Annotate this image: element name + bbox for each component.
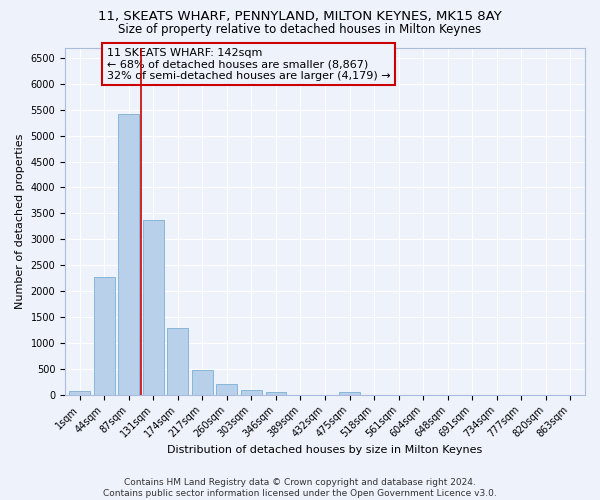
Text: Size of property relative to detached houses in Milton Keynes: Size of property relative to detached ho… bbox=[118, 22, 482, 36]
Bar bbox=[143, 220, 164, 394]
Bar bbox=[167, 328, 188, 394]
Bar bbox=[266, 392, 286, 394]
X-axis label: Distribution of detached houses by size in Milton Keynes: Distribution of detached houses by size … bbox=[167, 445, 482, 455]
Y-axis label: Number of detached properties: Number of detached properties bbox=[15, 134, 25, 309]
Text: 11 SKEATS WHARF: 142sqm
← 68% of detached houses are smaller (8,867)
32% of semi: 11 SKEATS WHARF: 142sqm ← 68% of detache… bbox=[107, 48, 390, 80]
Bar bbox=[118, 114, 139, 394]
Bar bbox=[217, 384, 238, 394]
Text: 11, SKEATS WHARF, PENNYLAND, MILTON KEYNES, MK15 8AY: 11, SKEATS WHARF, PENNYLAND, MILTON KEYN… bbox=[98, 10, 502, 23]
Bar bbox=[70, 392, 90, 394]
Bar bbox=[192, 370, 213, 394]
Bar bbox=[339, 392, 360, 394]
Text: Contains HM Land Registry data © Crown copyright and database right 2024.
Contai: Contains HM Land Registry data © Crown c… bbox=[103, 478, 497, 498]
Bar bbox=[94, 277, 115, 394]
Bar bbox=[241, 390, 262, 394]
